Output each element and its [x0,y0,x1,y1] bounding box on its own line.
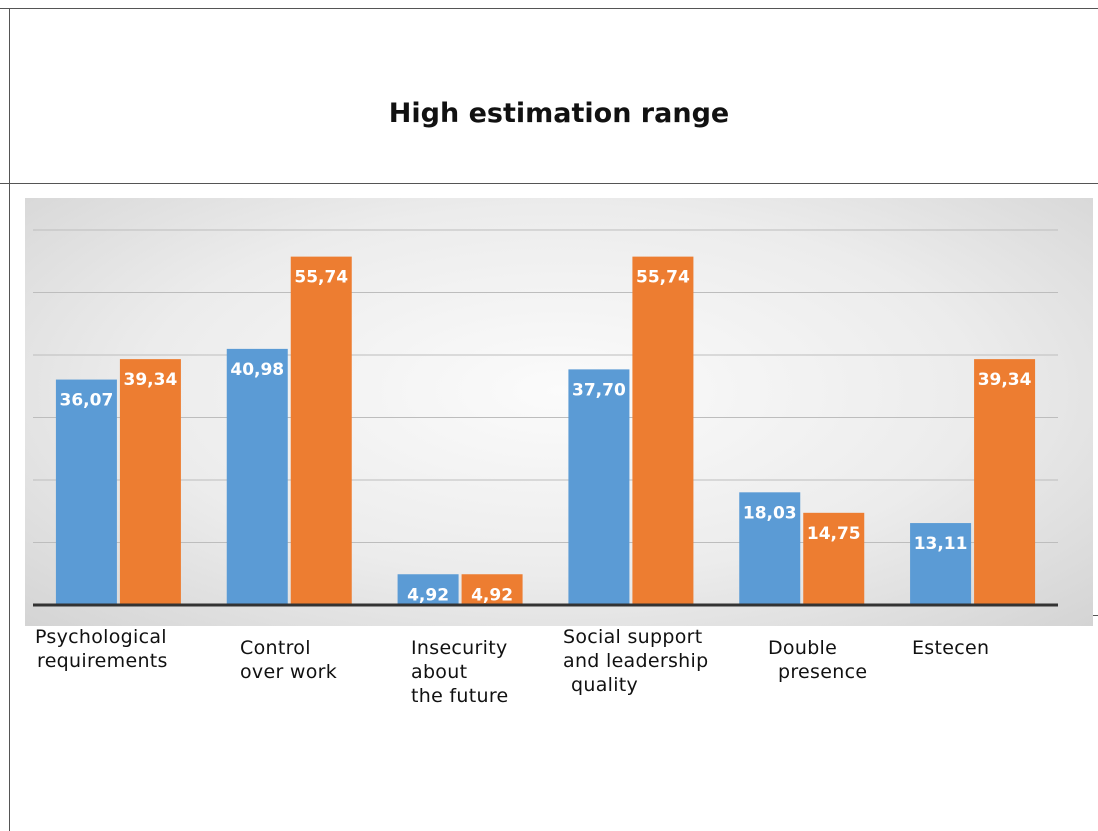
data-label: 13,11 [914,534,968,554]
x-tick-label-line: Estecen [912,637,990,659]
bar [632,256,694,605]
x-tick-label: Estecen [912,636,989,660]
data-label: 55,74 [294,268,348,288]
x-tick-label: Double presence [768,636,867,684]
data-label: 55,74 [636,268,690,288]
bar [739,492,801,605]
data-label: 40,98 [230,360,284,380]
bar [290,256,352,605]
bar [119,359,181,605]
x-tick-label-line: over work [240,661,338,683]
bar [55,379,117,605]
x-tick-label-line: requirements [37,650,168,672]
x-tick-label-line: and leadership [563,650,709,672]
x-tick-label: Social support and leadership quality [563,625,708,697]
x-tick-label-line: Insecurity [411,637,508,659]
bar [803,512,865,605]
bar [568,369,630,605]
x-tick-label-line: quality [571,674,639,696]
x-tick-label-line: presence [778,661,868,683]
x-tick-label: Psychological requirements [35,625,168,673]
data-label: 37,70 [572,380,626,400]
data-label: 4,92 [471,585,513,605]
data-label: 39,34 [124,370,178,390]
x-tick-label-line: Control [240,637,311,659]
bar [226,348,288,605]
x-tick-label: Control over work [240,636,337,684]
data-label: 14,75 [807,524,861,544]
bar [910,523,972,605]
bar [397,574,459,605]
data-label: 39,34 [978,370,1032,390]
bar [974,359,1036,605]
data-label: 36,07 [60,391,114,411]
chart-title: High estimation range [388,98,730,129]
x-tick-label-line: Double [768,637,838,659]
bar [461,574,523,605]
frame-divider [0,183,1098,184]
frame-top-border [0,8,1098,9]
data-label: 4,92 [407,585,449,605]
x-tick-label-line: Psychological [35,626,167,648]
data-label: 18,03 [743,503,797,523]
x-tick-label-line: Social support [563,626,703,648]
x-tick-label: Insecurity about the future [411,636,509,708]
x-tick-label-line: about [411,661,468,683]
x-tick-label-line: the future [411,685,509,707]
frame-left-border [9,8,10,831]
